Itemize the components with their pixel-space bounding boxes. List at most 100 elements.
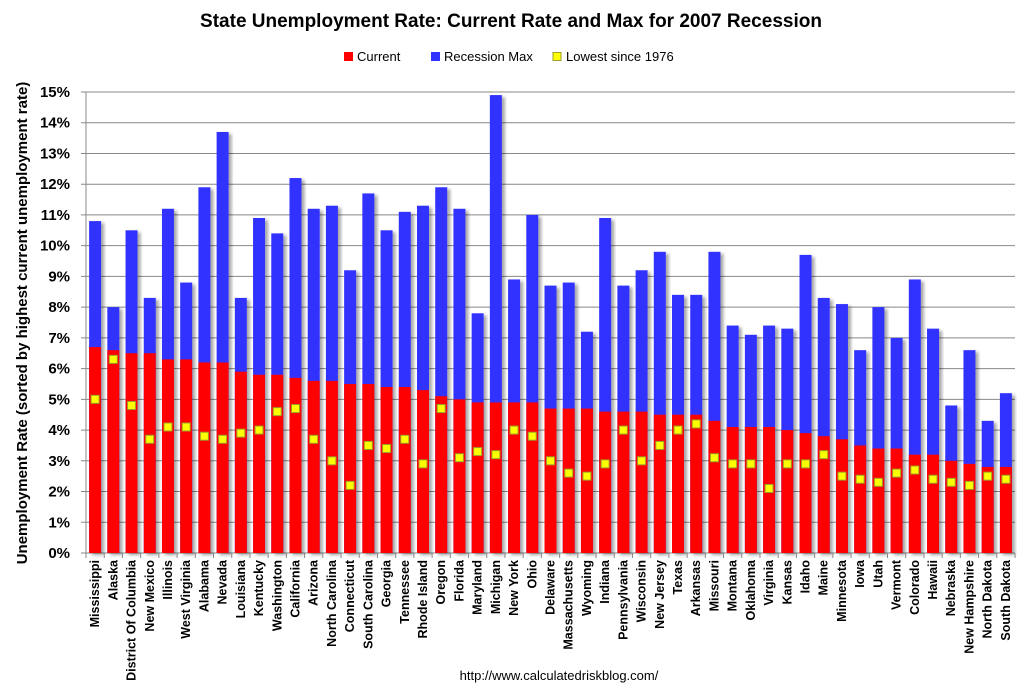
bar-current [726, 426, 739, 553]
x-tick-label: Nevada [216, 559, 230, 605]
y-tick-label: 6% [48, 361, 70, 378]
x-tick-label: Idaho [799, 560, 813, 594]
bar-group [489, 95, 502, 553]
bar-current [599, 411, 612, 553]
marker-lowest [782, 459, 792, 469]
marker-lowest [509, 425, 519, 435]
marker-lowest [436, 404, 446, 414]
bar-group [271, 233, 284, 553]
bar-group [234, 297, 247, 553]
y-tick-label: 8% [48, 299, 70, 316]
bar-group [435, 187, 448, 554]
y-tick-label: 2% [48, 484, 70, 501]
bar-current [690, 414, 703, 553]
marker-lowest [236, 428, 246, 438]
y-tick-label: 12% [40, 176, 70, 193]
bar-current [453, 399, 466, 553]
marker-lowest [163, 422, 173, 432]
x-tick-label: Illinois [161, 560, 175, 600]
y-axis-ticks: 0% 1% 2% 3% 4% 5% 6% 7% 8% 9% 10% 11% 12% 13% 14% 15% [40, 84, 70, 562]
marker-lowest [218, 434, 228, 444]
bar-group [690, 294, 703, 553]
bar-group [835, 304, 848, 553]
bar-current [325, 380, 338, 553]
marker-lowest [819, 450, 829, 460]
bar-group [161, 208, 174, 553]
marker-lowest [1001, 474, 1011, 484]
x-tick-label: Louisiana [234, 559, 248, 618]
bar-group [89, 221, 102, 553]
bar-group [653, 251, 666, 553]
marker-lowest [290, 404, 300, 414]
bar-current [344, 383, 357, 553]
marker-lowest [564, 468, 574, 478]
x-tick-label: District Of Columbia [125, 559, 139, 681]
bar-group [981, 420, 994, 553]
bar-current [835, 439, 848, 553]
bar-current [781, 430, 794, 553]
x-tick-label: Iowa [853, 559, 867, 588]
x-tick-label: Alabama [197, 559, 211, 612]
x-tick-label: Wyoming [580, 560, 594, 616]
bar-current [580, 408, 593, 553]
bar-group [927, 328, 940, 553]
marker-lowest [673, 425, 683, 435]
x-tick-label: Mississippi [88, 560, 102, 627]
bar-current [999, 466, 1012, 553]
bar-current [817, 436, 830, 553]
bar-current [471, 402, 484, 553]
bar-current [708, 420, 721, 553]
bar-current [362, 383, 375, 553]
bar-group [872, 307, 885, 553]
bar-current [289, 377, 302, 553]
marker-lowest [928, 474, 938, 484]
x-tick-label: Michigan [489, 560, 503, 614]
bar-group [781, 328, 794, 553]
bar-group [289, 178, 302, 553]
bar-group [799, 254, 812, 554]
legend-label-recession-max: Recession Max [444, 49, 533, 64]
y-tick-label: 15% [40, 84, 70, 101]
bar-group [216, 131, 229, 553]
marker-lowest [801, 459, 811, 469]
x-tick-label: Massachusetts [562, 560, 576, 650]
x-tick-label: West Virginia [179, 559, 193, 639]
x-tick-label: New Hampshire [962, 560, 976, 654]
bar-group [398, 211, 411, 554]
marker-lowest [600, 459, 610, 469]
bar-group [562, 282, 575, 553]
marker-lowest [199, 431, 209, 441]
bar-current [161, 359, 174, 553]
marker-lowest [382, 444, 392, 454]
y-tick-label: 7% [48, 330, 70, 347]
marker-lowest [873, 477, 883, 487]
bar-current [653, 414, 666, 553]
bar-current [180, 359, 193, 553]
x-tick-label: Georgia [380, 559, 394, 607]
bar-current [945, 460, 958, 553]
bar-current [198, 362, 211, 553]
marker-lowest [946, 477, 956, 487]
bar-group [617, 285, 630, 553]
marker-lowest [473, 447, 483, 457]
marker-lowest [746, 459, 756, 469]
bar-group [253, 218, 266, 554]
x-tick-label: Arizona [307, 559, 321, 606]
x-tick-label: Missouri [707, 560, 721, 611]
bar-group [599, 218, 612, 554]
y-tick-label: 14% [40, 115, 70, 132]
bar-group [526, 214, 539, 553]
bar-current [253, 374, 266, 553]
bar-group [744, 334, 757, 553]
legend-label-current: Current [357, 49, 401, 64]
bar-group [635, 270, 648, 553]
x-tick-label: Wisconsin [635, 560, 649, 622]
chart-title: State Unemployment Rate: Current Rate an… [200, 11, 822, 32]
bar-current [416, 390, 429, 553]
bar-current [635, 411, 648, 553]
bar-group [143, 297, 156, 553]
x-tick-label: Minnesota [835, 559, 849, 622]
bar-current [854, 445, 867, 553]
x-tick-label: Oklahoma [744, 559, 758, 620]
marker-lowest [855, 474, 865, 484]
